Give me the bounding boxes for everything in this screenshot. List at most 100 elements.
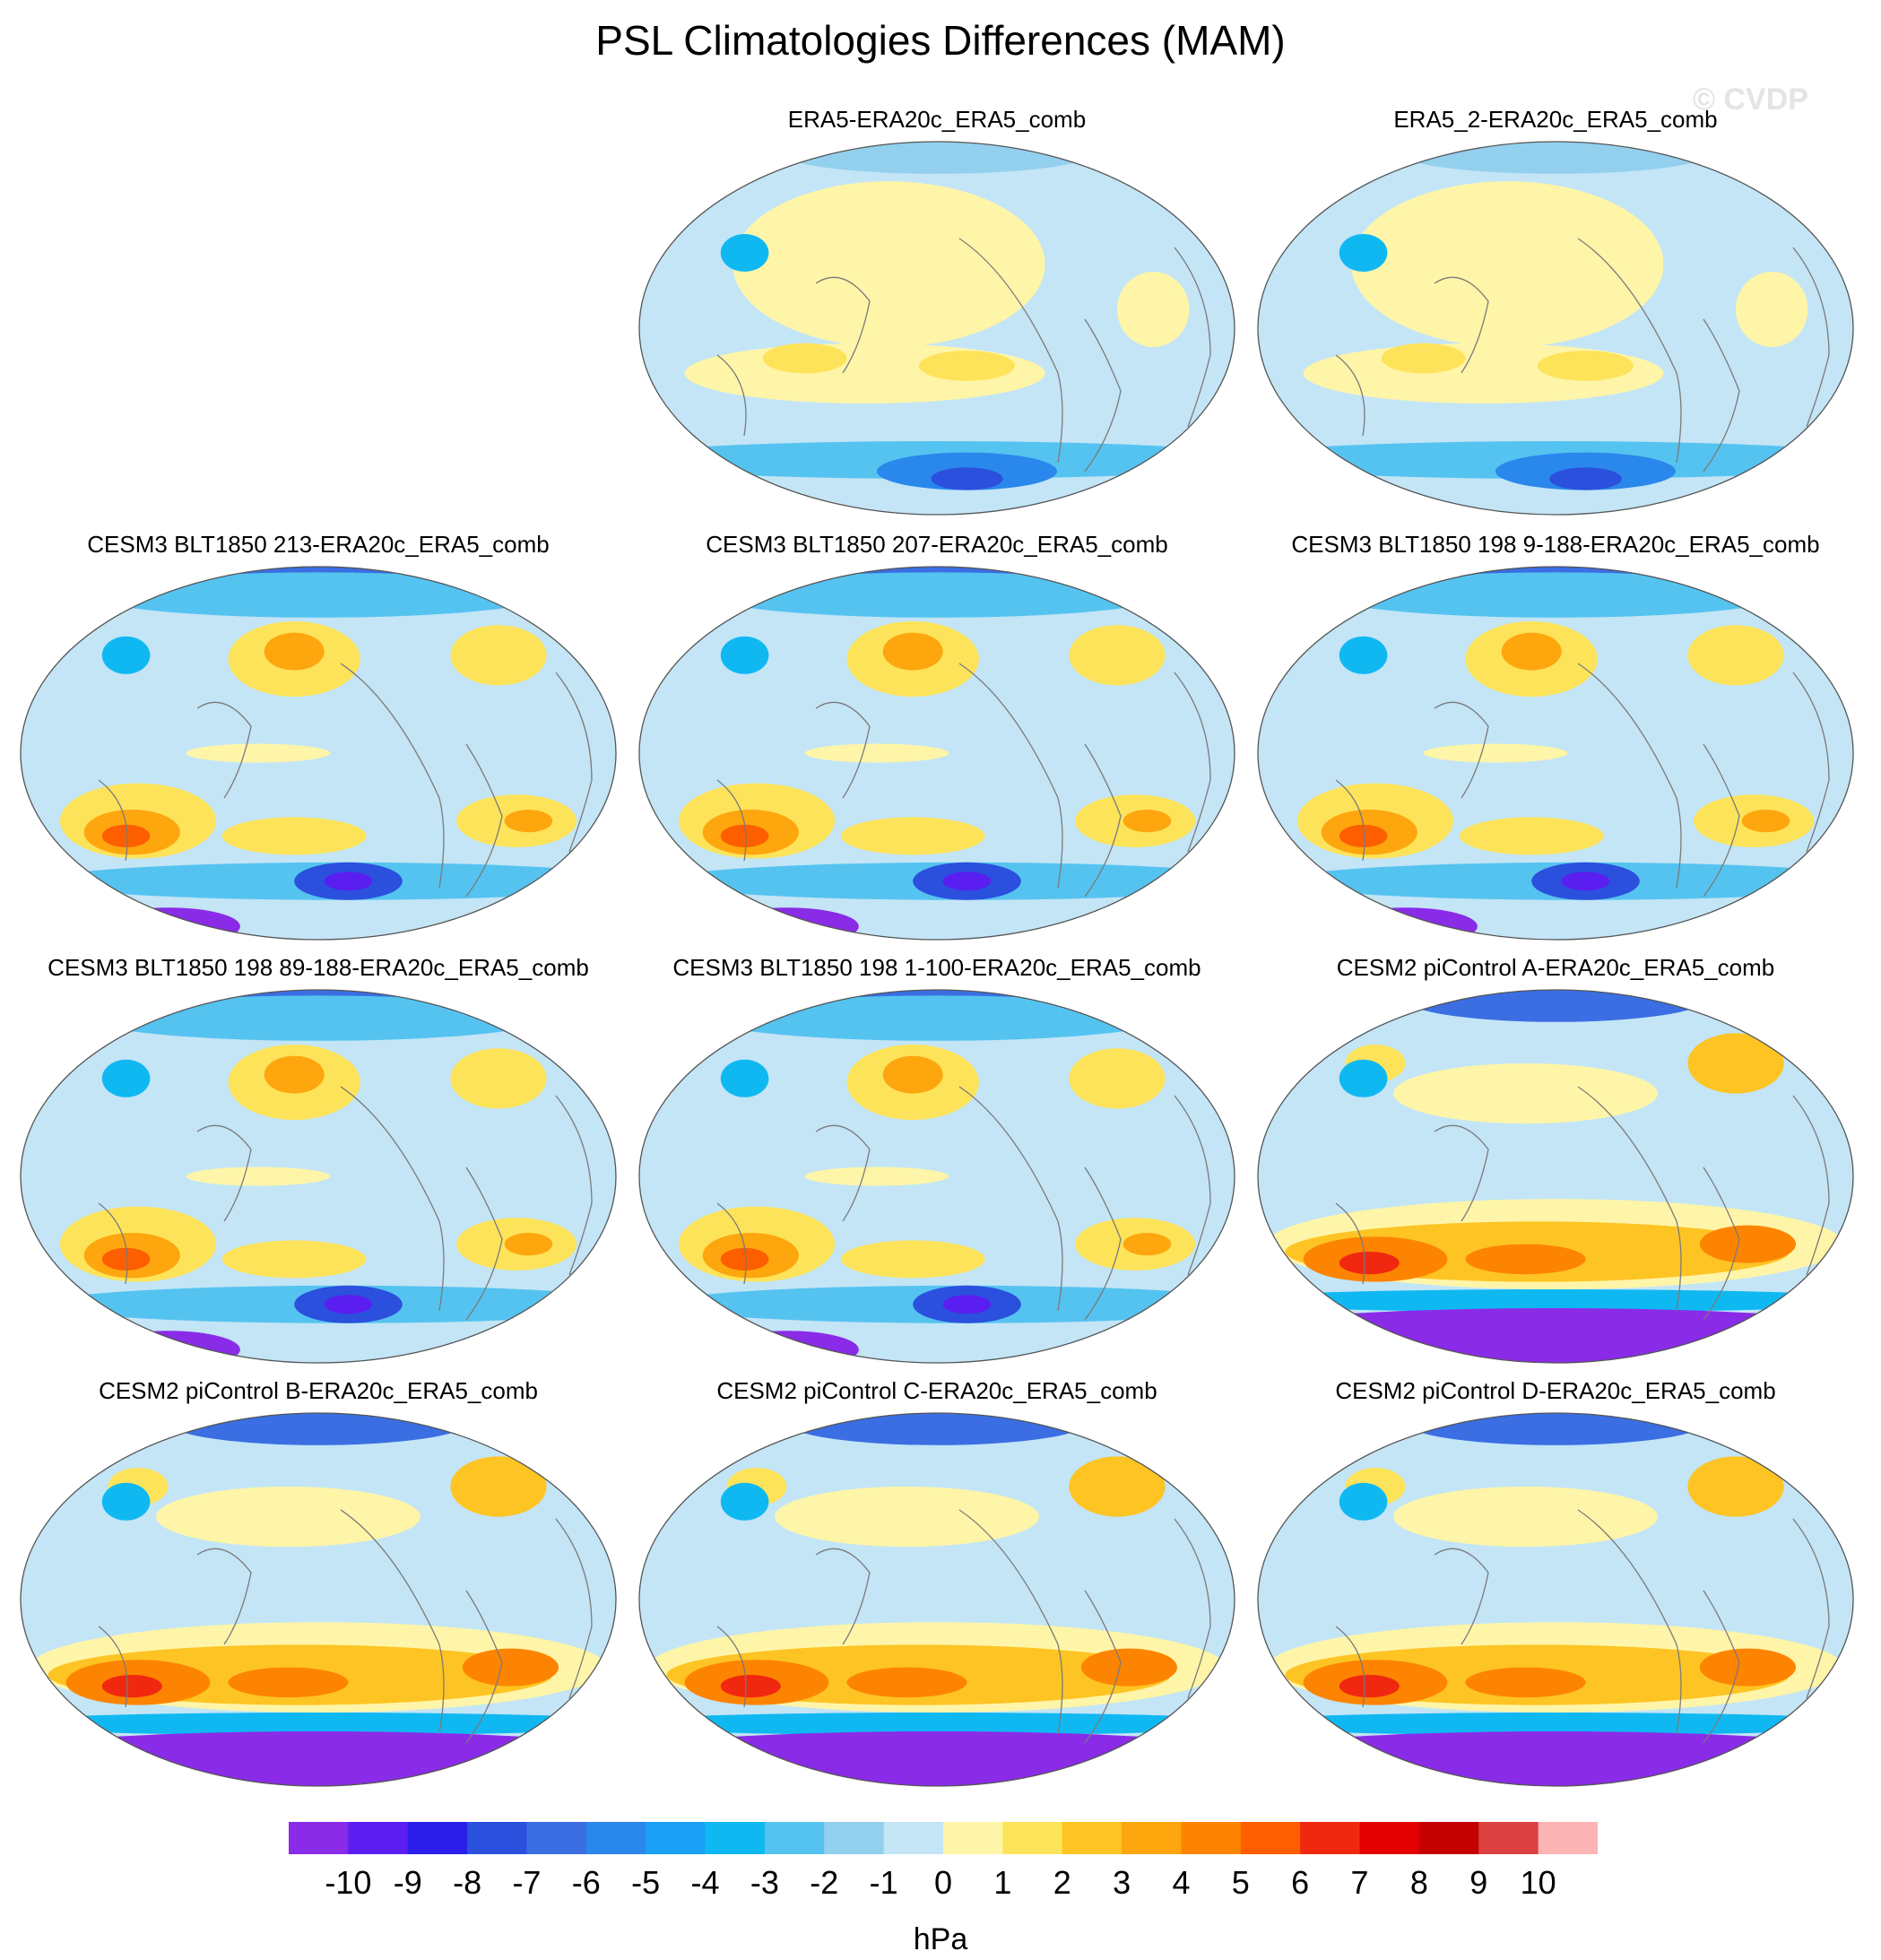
coastline	[815, 276, 871, 374]
watermark: © CVDP	[1693, 82, 1808, 117]
contour-region	[1339, 824, 1388, 847]
panel-title: CESM3 BLT1850 207-ERA20c_ERA5_comb	[706, 531, 1168, 558]
contour-region	[90, 572, 547, 618]
colorbar-swatch	[1418, 1822, 1479, 1854]
colorbar-tick-label: 0	[934, 1864, 952, 1901]
contour-region	[1339, 1059, 1388, 1097]
panel-title: ERA5-ERA20c_ERA5_comb	[787, 106, 1087, 133]
coastline	[1703, 743, 1740, 898]
contour-region	[708, 995, 1166, 1041]
contour-region	[918, 351, 1016, 381]
contour-region	[1736, 272, 1808, 347]
contour-region	[882, 1055, 943, 1094]
colorbar-tick-label: 3	[1113, 1864, 1131, 1901]
colorbar-tick-label: 1	[993, 1864, 1011, 1901]
coastline	[1434, 276, 1489, 374]
contour-region	[504, 810, 553, 833]
map-panel-11: CESM2 piControl D-ERA20c_ERA5_comb	[1246, 1377, 1865, 1799]
contour-region	[1351, 181, 1664, 347]
coastline	[1792, 1095, 1830, 1276]
contour-region	[720, 636, 769, 674]
map-frame	[1257, 989, 1854, 1364]
colorbar-swatch	[348, 1822, 409, 1854]
colorbar-swatch	[1240, 1822, 1301, 1854]
contour-region	[942, 1295, 992, 1314]
colorbar-swatch	[764, 1822, 825, 1854]
contour-region	[1393, 1063, 1658, 1124]
coastline	[716, 779, 747, 862]
contour-region	[1405, 1413, 1706, 1445]
contour-region	[186, 743, 331, 763]
contour-region	[1339, 1482, 1388, 1521]
coastline	[815, 1124, 871, 1222]
map-frame	[1257, 566, 1854, 941]
map-frame	[1257, 141, 1854, 516]
contour-region	[786, 1413, 1088, 1445]
colorbar-swatch	[289, 1822, 349, 1854]
contour-region	[942, 872, 992, 891]
contour-region	[21, 1713, 616, 1736]
map-panel-4: CESM3 BLT1850 207-ERA20c_ERA5_comb	[628, 531, 1246, 952]
coastline	[1577, 1509, 1682, 1735]
colorbar-tick-label: -9	[394, 1864, 422, 1901]
contour-region	[504, 1233, 553, 1256]
coastline	[555, 672, 593, 853]
colorbar-tick-label: -2	[810, 1864, 838, 1901]
contour-region	[324, 1295, 373, 1314]
colorbar-tick-label: 5	[1232, 1864, 1250, 1901]
contour-region	[221, 817, 367, 855]
contour-region	[1465, 1244, 1586, 1275]
contour-region	[1687, 1456, 1784, 1517]
colorbar-tick-label: 7	[1351, 1864, 1369, 1901]
colorbar-swatch	[824, 1822, 885, 1854]
contour-region	[846, 1667, 967, 1698]
coastline	[815, 701, 871, 799]
colorbar: -10 -9 -8 -7 -6 -5 -4 -3 -2 -1 0 1 2 3 4 5 6 7 8 9 10	[289, 1822, 1598, 1901]
contour-region	[762, 343, 847, 374]
contour-region	[186, 1166, 331, 1186]
map-panel-8: CESM2 piControl A-ERA20c_ERA5_comb	[1246, 954, 1865, 1375]
contour-region	[1393, 1487, 1658, 1548]
contour-region	[1258, 1731, 1853, 1786]
coastline	[1792, 1518, 1830, 1699]
contour-region	[101, 1059, 151, 1097]
colorbar-swatch	[407, 1822, 468, 1854]
contour-region	[264, 632, 325, 671]
contour-region	[1258, 1308, 1853, 1363]
coastline	[1335, 1626, 1365, 1708]
map-plot	[1257, 141, 1854, 516]
map-frame	[638, 141, 1235, 516]
coastline	[1434, 701, 1489, 799]
contour-region	[1687, 1033, 1784, 1094]
map-panel-10: CESM2 piControl C-ERA20c_ERA5_comb	[628, 1377, 1246, 1799]
colorbar-tick-label: -6	[572, 1864, 601, 1901]
map-panel-6: CESM3 BLT1850 198 89-188-ERA20c_ERA5_com…	[9, 954, 628, 1375]
panel-title: CESM2 piControl C-ERA20c_ERA5_comb	[716, 1377, 1157, 1404]
contour-region	[450, 1456, 547, 1517]
colorbar-swatch	[585, 1822, 646, 1854]
colorbar-swatch	[883, 1822, 944, 1854]
coastline	[465, 743, 503, 898]
colorbar-tick-label: -7	[512, 1864, 541, 1901]
coastline	[196, 1124, 252, 1222]
colorbar-swatch	[1359, 1822, 1420, 1854]
coastline	[98, 779, 128, 862]
map-panel-9: CESM2 piControl B-ERA20c_ERA5_comb	[9, 1377, 628, 1799]
contour-region	[931, 467, 1003, 490]
colorbar-swatch	[1300, 1822, 1361, 1854]
coastline	[1577, 663, 1682, 889]
coastline	[340, 1086, 445, 1312]
coastline	[1703, 1166, 1740, 1321]
coastline	[1434, 1548, 1489, 1645]
colorbar-tick-label: 2	[1053, 1864, 1071, 1901]
coastline	[1084, 1590, 1122, 1744]
coastline	[716, 1202, 747, 1285]
contour-region	[1069, 625, 1166, 686]
contour-region	[720, 1482, 769, 1521]
panel-title: CESM3 BLT1850 198 9-188-ERA20c_ERA5_comb	[1291, 531, 1820, 558]
contour-region	[228, 1667, 349, 1698]
map-plot	[1257, 1412, 1854, 1787]
map-panel-7: CESM3 BLT1850 198 1-100-ERA20c_ERA5_comb	[628, 954, 1246, 1375]
contour-region	[221, 1240, 367, 1279]
panel-title: CESM2 piControl A-ERA20c_ERA5_comb	[1336, 954, 1775, 981]
